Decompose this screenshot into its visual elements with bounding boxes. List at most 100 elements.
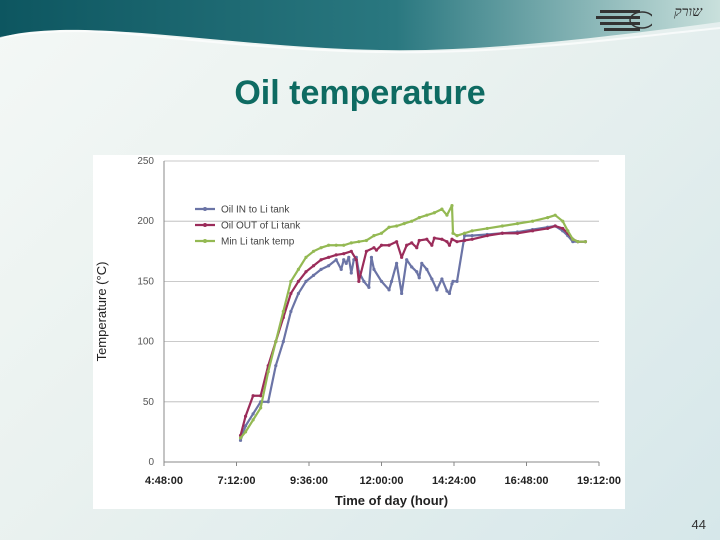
data-point — [304, 255, 308, 259]
data-point — [571, 240, 575, 244]
data-point — [334, 253, 338, 257]
data-point — [447, 291, 452, 296]
data-point — [251, 412, 255, 416]
logo-icon — [596, 10, 652, 31]
data-point — [367, 285, 371, 290]
data-point — [296, 267, 301, 271]
data-point — [583, 240, 588, 244]
company-logo: שורק — [592, 4, 702, 38]
data-point — [372, 234, 376, 238]
data-point — [266, 400, 270, 404]
x-tick-label: 19:12:00 — [577, 475, 621, 487]
legend-label: Min Li tank temp — [221, 237, 295, 248]
y-tick-label: 200 — [137, 216, 154, 227]
data-point — [561, 226, 565, 231]
data-point — [387, 225, 391, 229]
data-point — [405, 258, 409, 262]
data-point — [362, 279, 366, 283]
data-point — [344, 261, 348, 265]
data-point — [259, 394, 263, 398]
data-point — [274, 364, 278, 368]
x-tick-label: 16:48:00 — [504, 475, 548, 487]
data-point — [372, 267, 376, 271]
x-tick-label: 7:12:00 — [218, 475, 256, 487]
data-point — [425, 213, 429, 217]
data-point — [296, 291, 301, 296]
data-point — [462, 234, 467, 238]
data-point — [379, 231, 384, 235]
data-point — [304, 270, 308, 274]
data-point — [425, 237, 429, 241]
data-point — [485, 226, 489, 231]
data-point — [259, 406, 263, 410]
data-point — [334, 258, 338, 262]
data-point — [402, 222, 406, 226]
line-chart: 0 50 100 150 200 250 4:48:00 7:12:00 9:36:00 12:0… — [94, 156, 621, 508]
data-point — [445, 213, 449, 217]
data-point — [304, 279, 308, 283]
data-point — [289, 291, 293, 296]
y-tick-label: 100 — [137, 337, 154, 348]
data-point — [372, 246, 376, 250]
data-point — [447, 243, 452, 247]
legend-label: Oil IN to Li tank — [221, 205, 290, 216]
data-point — [485, 234, 489, 238]
data-point — [450, 203, 454, 208]
data-point — [546, 226, 550, 231]
data-point — [379, 279, 384, 283]
data-point — [530, 229, 535, 233]
data-point — [243, 424, 248, 428]
data-point — [410, 265, 414, 269]
data-point — [354, 258, 358, 262]
data-point — [274, 340, 278, 344]
data-point — [417, 215, 421, 220]
data-point — [395, 261, 399, 265]
data-point — [389, 279, 394, 283]
data-point — [327, 264, 331, 268]
data-point — [251, 394, 255, 398]
data-point — [327, 243, 331, 247]
data-point — [327, 255, 331, 259]
legend-marker — [203, 223, 207, 227]
data-point — [387, 243, 391, 247]
data-point — [266, 370, 270, 374]
x-tick-label: 9:36:00 — [290, 475, 328, 487]
data-point — [379, 243, 384, 247]
data-point — [462, 231, 467, 235]
data-point — [432, 236, 436, 240]
x-tick-label: 12:00:00 — [359, 475, 403, 487]
data-point — [553, 213, 557, 217]
data-point — [470, 229, 474, 233]
slide-title: Oil temperature — [234, 74, 486, 112]
legend-marker — [203, 239, 207, 243]
data-point — [500, 231, 504, 235]
data-point — [364, 238, 368, 243]
data-point — [357, 279, 361, 283]
y-tick-label: 250 — [137, 156, 154, 167]
data-point — [451, 231, 455, 235]
data-point — [445, 289, 449, 293]
data-point — [349, 249, 353, 253]
data-point — [440, 277, 444, 281]
data-point — [455, 240, 459, 244]
data-point — [425, 267, 429, 271]
data-point — [238, 436, 243, 440]
data-point — [561, 219, 565, 223]
data-point — [342, 252, 346, 256]
x-tick-label: 14:24:00 — [432, 475, 476, 487]
page-number: 44 — [691, 517, 706, 532]
data-point — [319, 246, 323, 250]
x-axis-label: Time of day (hour) — [335, 493, 448, 508]
data-point — [289, 309, 293, 314]
data-point — [374, 248, 379, 252]
data-point — [430, 277, 434, 281]
data-point — [430, 243, 434, 247]
series-line-2 — [239, 224, 586, 436]
data-point — [243, 430, 248, 434]
data-point — [566, 229, 570, 233]
data-point — [281, 309, 285, 314]
data-point — [405, 243, 409, 247]
data-point — [357, 240, 361, 244]
data-point — [334, 243, 338, 247]
data-point — [410, 241, 414, 245]
